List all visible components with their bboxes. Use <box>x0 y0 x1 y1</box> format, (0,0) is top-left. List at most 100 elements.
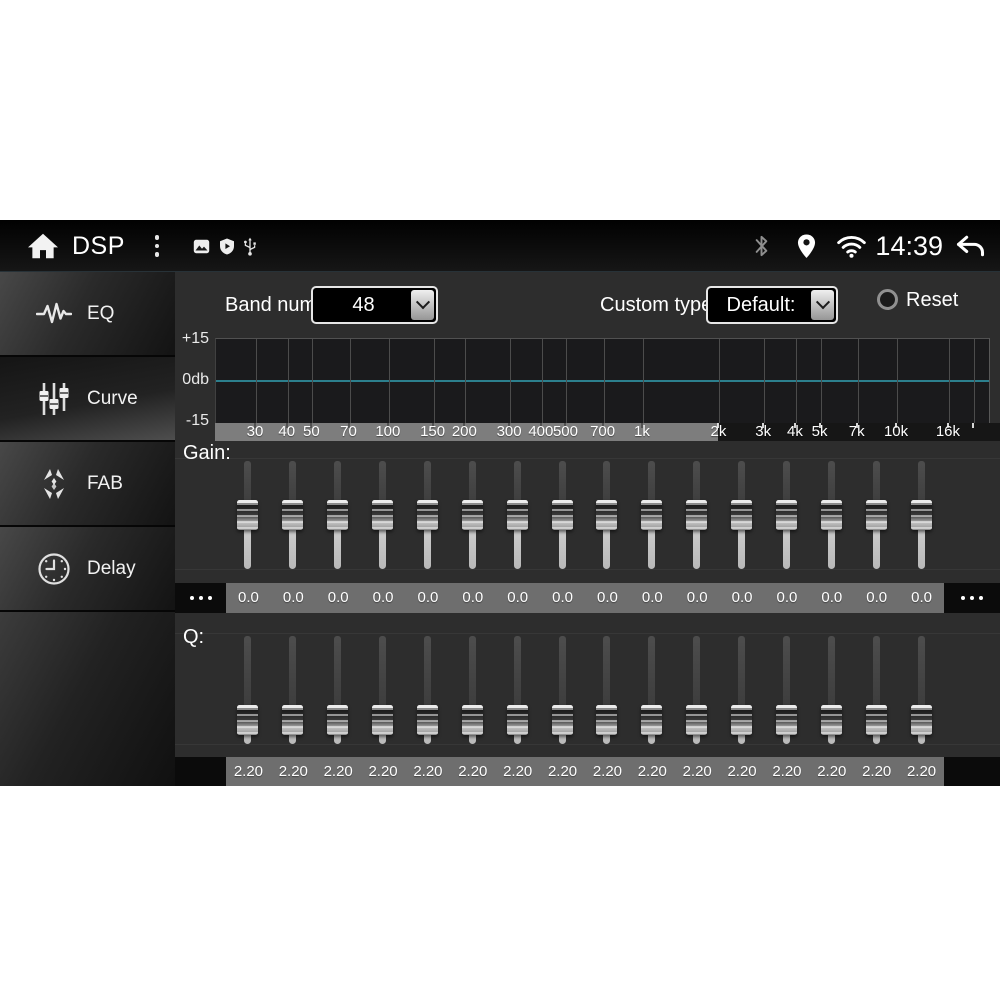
slider-thumb[interactable] <box>461 705 483 735</box>
slider-track-lower[interactable] <box>917 515 925 569</box>
sidebar-item-fab[interactable]: FAB <box>0 442 175 527</box>
slider-thumb[interactable] <box>731 500 753 530</box>
slider-track-upper[interactable] <box>693 636 701 720</box>
slider-thumb[interactable] <box>686 705 708 735</box>
slider-track-upper[interactable] <box>827 636 835 720</box>
slider-track-lower[interactable] <box>423 515 431 569</box>
slider-track-upper[interactable] <box>468 636 476 720</box>
slider-track-lower[interactable] <box>558 515 566 569</box>
slider-thumb[interactable] <box>506 705 528 735</box>
slider-track-upper[interactable] <box>379 461 387 515</box>
overflow-menu-icon[interactable] <box>151 231 164 261</box>
slider-track-upper[interactable] <box>334 461 342 515</box>
slider-track-upper[interactable] <box>423 636 431 720</box>
slider-track-lower[interactable] <box>513 515 521 569</box>
slider-track-lower[interactable] <box>827 515 835 569</box>
q-overflow-right[interactable] <box>944 757 1000 786</box>
slider-track-upper[interactable] <box>648 461 656 515</box>
slider-track-upper[interactable] <box>693 461 701 515</box>
slider-track-lower[interactable] <box>603 515 611 569</box>
slider-thumb[interactable] <box>461 500 483 530</box>
slider-thumb[interactable] <box>506 500 528 530</box>
slider-track-upper[interactable] <box>558 461 566 515</box>
slider-track-upper[interactable] <box>289 461 297 515</box>
slider-track-upper[interactable] <box>244 636 252 720</box>
slider-thumb[interactable] <box>237 500 259 530</box>
slider-thumb[interactable] <box>820 500 842 530</box>
slider-thumb[interactable] <box>641 705 663 735</box>
gain-overflow-right[interactable] <box>944 583 1000 613</box>
slider-thumb[interactable] <box>865 705 887 735</box>
slider-track-upper[interactable] <box>513 636 521 720</box>
slider-track-lower[interactable] <box>379 515 387 569</box>
slider-track-upper[interactable] <box>872 461 880 515</box>
slider-track-upper[interactable] <box>423 461 431 515</box>
slider-thumb[interactable] <box>282 500 304 530</box>
gain-overflow-left[interactable] <box>175 583 226 613</box>
reset-radio[interactable] <box>877 289 898 310</box>
slider-thumb[interactable] <box>910 500 932 530</box>
slider-thumb[interactable] <box>775 705 797 735</box>
slider-track-lower[interactable] <box>244 515 252 569</box>
slider-track-lower[interactable] <box>738 515 746 569</box>
slider-track-upper[interactable] <box>513 461 521 515</box>
slider-track-upper[interactable] <box>603 636 611 720</box>
slider-thumb[interactable] <box>551 500 573 530</box>
slider-thumb[interactable] <box>596 705 618 735</box>
slider-thumb[interactable] <box>596 500 618 530</box>
home-icon[interactable] <box>26 231 60 261</box>
slider-track-lower[interactable] <box>334 515 342 569</box>
back-icon[interactable] <box>955 234 986 258</box>
sidebar-item-delay[interactable]: Delay <box>0 527 175 612</box>
slider-thumb[interactable] <box>327 500 349 530</box>
slider-track-upper[interactable] <box>872 636 880 720</box>
slider-track-lower[interactable] <box>648 515 656 569</box>
slider-track-upper[interactable] <box>917 636 925 720</box>
slider-thumb[interactable] <box>416 500 438 530</box>
slider-thumb[interactable] <box>865 500 887 530</box>
custom-type-select[interactable]: Default: <box>706 286 838 324</box>
slider-track-lower[interactable] <box>693 515 701 569</box>
slider-track-upper[interactable] <box>738 636 746 720</box>
slider-track-upper[interactable] <box>648 636 656 720</box>
slider-thumb[interactable] <box>237 705 259 735</box>
sidebar-item-curve[interactable]: Curve <box>0 357 175 442</box>
slider-thumb[interactable] <box>641 500 663 530</box>
slider-track-upper[interactable] <box>468 461 476 515</box>
slider-thumb[interactable] <box>416 705 438 735</box>
slider-thumb[interactable] <box>551 705 573 735</box>
slider-track-upper[interactable] <box>738 461 746 515</box>
slider-thumb[interactable] <box>327 705 349 735</box>
sidebar: EQ Curve <box>0 272 175 786</box>
slider-track-upper[interactable] <box>782 636 790 720</box>
slider-track-upper[interactable] <box>379 636 387 720</box>
slider-track-upper[interactable] <box>603 461 611 515</box>
slider-track-upper[interactable] <box>244 461 252 515</box>
slider-track-upper[interactable] <box>289 636 297 720</box>
slider-track-upper[interactable] <box>558 636 566 720</box>
slider-track-lower[interactable] <box>468 515 476 569</box>
slider-thumb[interactable] <box>731 705 753 735</box>
q-label: Q: <box>183 626 205 648</box>
slider-thumb[interactable] <box>775 500 797 530</box>
slider-track-upper[interactable] <box>827 461 835 515</box>
slider-track-lower[interactable] <box>872 515 880 569</box>
q-overflow-left[interactable] <box>175 757 226 786</box>
freq-axis[interactable]: 30 40 50 70 100 150 200 300 400 500 700 1k 2k 3k 4k 5k 7… <box>215 423 1000 441</box>
slider-thumb[interactable] <box>686 500 708 530</box>
slider-track-lower[interactable] <box>782 515 790 569</box>
freq-axis-scroll-region[interactable] <box>215 423 719 441</box>
slider-track-upper[interactable] <box>334 636 342 720</box>
slider-thumb[interactable] <box>820 705 842 735</box>
slider-thumb[interactable] <box>910 705 932 735</box>
slider-track-upper[interactable] <box>917 461 925 515</box>
freq-tick <box>946 423 949 428</box>
slider-thumb[interactable] <box>372 500 394 530</box>
slider-track-upper[interactable] <box>782 461 790 515</box>
slider-thumb[interactable] <box>282 705 304 735</box>
band-num-select[interactable]: 48 <box>311 286 438 324</box>
sidebar-item-eq[interactable]: EQ <box>0 272 175 357</box>
slider-track-lower[interactable] <box>289 515 297 569</box>
sliders-icon <box>36 381 72 417</box>
slider-thumb[interactable] <box>372 705 394 735</box>
